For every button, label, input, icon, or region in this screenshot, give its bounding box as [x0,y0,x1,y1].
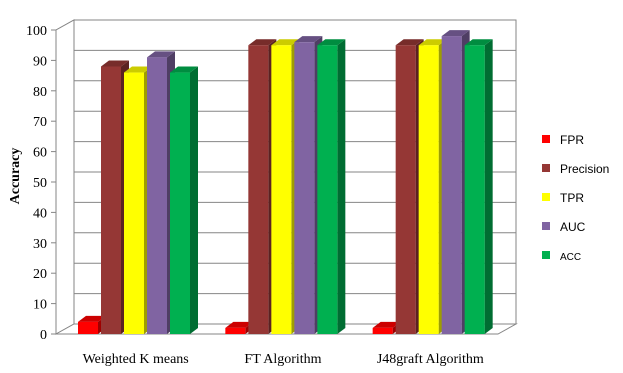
legend-swatch [542,135,550,143]
legend-swatch [542,164,550,172]
legend-swatch [542,193,550,201]
y-tick-label: 30 [33,237,47,252]
y-tick-label: 100 [26,24,47,39]
side-wall [55,19,75,335]
legend-label: ACC [560,252,581,263]
legend-label: Precision [560,162,609,176]
bar-acc-1 [170,66,198,334]
bar-acc-2 [317,39,346,334]
y-tick-label: 0 [40,328,47,343]
x-category-label: J48graft Algorithm [377,352,484,367]
legend-item-precision: Precision [542,162,609,176]
legend-item-auc: AUC [542,220,586,234]
y-axis-title: Accuracy [8,148,23,205]
y-tick-label: 60 [33,146,47,161]
labels: 0 10 20 30 40 50 60 70 80 90 100 Weighted K means FT… [26,24,484,367]
y-tick-label: 50 [33,176,47,191]
gridline [55,19,516,31]
legend-swatch [542,222,550,230]
legend-item-fpr: FPR [542,133,584,147]
legend-item-tpr: TPR [542,191,584,205]
legend-label: FPR [560,133,584,147]
legend-swatch [542,251,550,259]
y-tick-label: 20 [33,267,47,282]
x-category-label: Weighted K means [83,352,189,367]
y-tick-label: 40 [33,206,47,221]
y-tick-label: 80 [33,85,47,100]
legend-label: TPR [560,191,584,205]
legend-item-acc: ACC [542,251,581,263]
y-tick-label: 70 [33,115,47,130]
y-tick-label: 10 [33,298,47,313]
legend-label: AUC [560,220,586,234]
legend: FPR Precision TPR AUC ACC [542,133,609,263]
bar-acc-3 [464,39,493,334]
y-tick-label: 90 [33,54,47,69]
x-category-label: FT Algorithm [244,352,321,367]
bars [78,30,493,335]
